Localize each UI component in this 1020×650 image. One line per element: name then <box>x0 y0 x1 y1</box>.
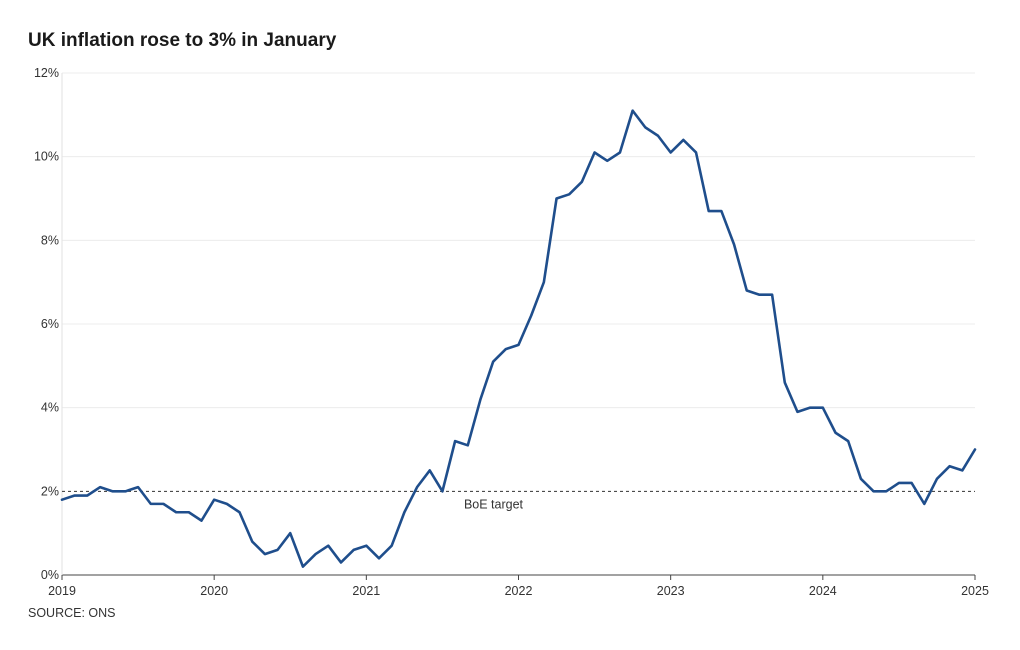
y-tick-label: 0% <box>41 568 59 582</box>
boe-target-label: BoE target <box>464 497 524 511</box>
x-tick-label: 2022 <box>505 584 533 598</box>
gridlines <box>62 72 975 409</box>
x-tick-label: 2024 <box>809 584 837 598</box>
y-tick-label: 8% <box>41 233 59 247</box>
source-note: SOURCE: ONS <box>28 606 116 620</box>
y-tick-label: 4% <box>41 401 59 415</box>
y-tick-label: 12% <box>34 66 59 80</box>
x-tick-label: 2021 <box>352 584 380 598</box>
x-tick-label: 2019 <box>48 584 76 598</box>
series-group <box>60 109 977 568</box>
cpi-inflation-line <box>60 109 977 568</box>
y-axis-tick-labels: 0% 2% 4% 6% 8% 10% 12% <box>34 66 59 582</box>
y-tick-label: 2% <box>41 484 59 498</box>
y-tick-label: 10% <box>34 150 59 164</box>
x-tick-label: 2020 <box>200 584 228 598</box>
chart-title: UK inflation rose to 3% in January <box>28 30 337 51</box>
x-axis-tick-labels: 2019 2020 2021 2022 2023 2024 2025 <box>48 575 989 598</box>
x-tick-label: 2023 <box>657 584 685 598</box>
reference-line-group: BoE target <box>62 490 975 511</box>
x-tick-label: 2025 <box>961 584 989 598</box>
y-tick-label: 6% <box>41 317 59 331</box>
